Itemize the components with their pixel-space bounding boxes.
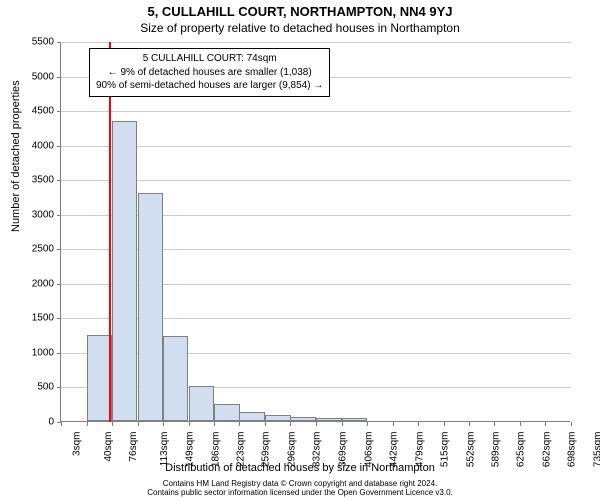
y-tick-mark (57, 284, 61, 285)
x-tick-mark (418, 422, 419, 426)
x-tick-label: 40sqm (103, 432, 114, 462)
x-tick-mark (138, 422, 139, 426)
gridline (61, 111, 571, 112)
x-tick-mark (112, 422, 113, 426)
x-tick-mark (469, 422, 470, 426)
x-tick-mark (163, 422, 164, 426)
y-tick-label: 3500 (32, 175, 54, 186)
info-box-line: 90% of semi-detached houses are larger (… (96, 79, 323, 93)
x-tick-label: 3sqm (71, 432, 82, 456)
y-tick-label: 5000 (32, 71, 54, 82)
y-tick-label: 2000 (32, 278, 54, 289)
y-tick-label: 5500 (32, 37, 54, 48)
x-tick-label: 76sqm (128, 432, 139, 462)
info-box-line: ← 9% of detached houses are smaller (1,0… (96, 66, 323, 80)
gridline (61, 146, 571, 147)
y-tick-mark (57, 318, 61, 319)
property-marker-line (109, 42, 111, 422)
y-tick-mark (57, 249, 61, 250)
gridline (61, 180, 571, 181)
x-tick-mark (545, 422, 546, 426)
histogram-bar (87, 335, 113, 421)
x-tick-mark (494, 422, 495, 426)
y-tick-mark (57, 77, 61, 78)
chart-area: 0500100015002000250030003500400045005000… (60, 42, 570, 422)
y-tick-mark (57, 111, 61, 112)
x-tick-mark (61, 422, 62, 426)
histogram-bar (316, 418, 342, 421)
x-tick-mark (316, 422, 317, 426)
x-tick-mark (239, 422, 240, 426)
chart-supertitle: 5, CULLAHILL COURT, NORTHAMPTON, NN4 9YJ (0, 0, 600, 19)
y-tick-label: 0 (48, 417, 54, 428)
y-tick-mark (57, 42, 61, 43)
x-tick-mark (571, 422, 572, 426)
y-tick-mark (57, 387, 61, 388)
y-tick-label: 1000 (32, 347, 54, 358)
y-tick-mark (57, 180, 61, 181)
chart-title: Size of property relative to detached ho… (0, 19, 600, 35)
histogram-bar (342, 418, 368, 421)
histogram-bar (265, 415, 291, 421)
histogram-bar (138, 193, 164, 421)
gridline (61, 42, 571, 43)
x-tick-mark (189, 422, 190, 426)
y-tick-label: 4000 (32, 140, 54, 151)
y-tick-label: 3000 (32, 209, 54, 220)
y-axis-label: Number of detached properties (10, 80, 22, 232)
histogram-bar (214, 404, 240, 421)
info-box-line: 5 CULLAHILL COURT: 74sqm (96, 52, 323, 66)
x-tick-mark (214, 422, 215, 426)
histogram-bar (239, 412, 265, 421)
y-tick-label: 500 (37, 382, 54, 393)
histogram-bar (290, 417, 316, 421)
footer-line-2: Contains public sector information licen… (0, 488, 600, 498)
x-tick-mark (444, 422, 445, 426)
x-tick-mark (367, 422, 368, 426)
x-tick-mark (87, 422, 88, 426)
y-tick-label: 4500 (32, 106, 54, 117)
x-tick-mark (290, 422, 291, 426)
y-tick-mark (57, 353, 61, 354)
x-tick-mark (342, 422, 343, 426)
y-tick-label: 1500 (32, 313, 54, 324)
plot-area: 0500100015002000250030003500400045005000… (60, 42, 570, 422)
y-tick-mark (57, 215, 61, 216)
footer-attribution: Contains HM Land Registry data © Crown c… (0, 479, 600, 498)
x-tick-mark (265, 422, 266, 426)
histogram-bar (189, 386, 215, 421)
x-axis-label: Distribution of detached houses by size … (0, 462, 600, 474)
histogram-bar (163, 336, 189, 421)
histogram-bar (112, 121, 138, 421)
footer-line-1: Contains HM Land Registry data © Crown c… (0, 479, 600, 489)
x-tick-mark (393, 422, 394, 426)
x-tick-mark (520, 422, 521, 426)
property-info-box: 5 CULLAHILL COURT: 74sqm← 9% of detached… (89, 48, 330, 97)
y-tick-label: 2500 (32, 244, 54, 255)
y-tick-mark (57, 146, 61, 147)
